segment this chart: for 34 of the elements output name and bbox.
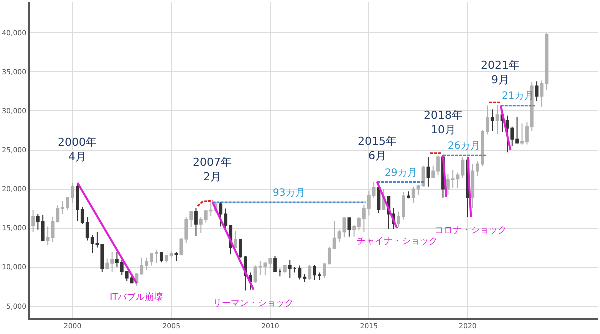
candlestick — [174, 252, 178, 262]
series-label: 93カ月 — [273, 188, 306, 199]
series-label: ITバブル崩壊 — [110, 292, 164, 303]
candlestick — [194, 207, 198, 237]
candlestick — [348, 218, 352, 238]
candlestick — [293, 266, 297, 274]
candlestick — [160, 252, 164, 264]
candlestick — [496, 104, 500, 136]
candlestick — [490, 109, 494, 132]
series-label: 26カ月 — [448, 141, 481, 152]
series-label: 21カ月 — [502, 91, 535, 102]
series-label: チャイナ・ショック — [357, 237, 438, 247]
candlestick — [545, 32, 549, 91]
annotation: 2021年 9月 — [481, 59, 520, 86]
annotation: 2000年 4月 — [58, 136, 97, 164]
candlestick — [535, 81, 539, 102]
annotation: 2007年 2月 — [193, 156, 232, 184]
series-label: コロナ・ショック — [435, 226, 507, 236]
candlestick — [540, 80, 544, 108]
candlestick — [461, 156, 465, 179]
candlestick — [32, 210, 35, 233]
series-label: 29カ月 — [385, 168, 418, 179]
candlestick — [407, 191, 410, 200]
candlestick — [308, 264, 312, 282]
annotation: 2018年 10月 — [424, 109, 463, 136]
candlestick — [283, 264, 287, 274]
candlestick — [288, 260, 292, 279]
candlestick — [278, 268, 282, 278]
candlestick — [342, 218, 346, 238]
annotation: 2015年 6月 — [358, 135, 397, 162]
candlestick — [274, 256, 277, 272]
series-label: リーマン・ショック — [213, 299, 294, 309]
candlestick — [426, 156, 430, 188]
candlestick — [234, 230, 238, 248]
